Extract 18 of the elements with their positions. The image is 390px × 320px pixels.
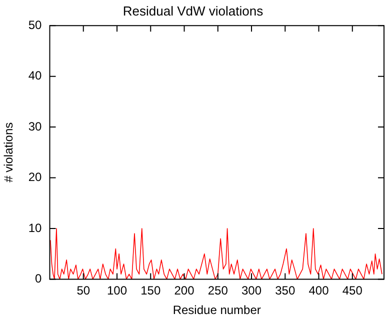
chart-title: Residual VdW violations <box>122 3 264 18</box>
y-axis-title: # violations <box>2 122 16 182</box>
x-tick-label: 100 <box>106 284 128 298</box>
x-tick-label: 200 <box>174 284 195 298</box>
y-tick-label: 0 <box>35 272 42 286</box>
y-tick-label: 10 <box>28 220 42 235</box>
x-tick-label: 50 <box>76 284 90 298</box>
y-tick-label: 30 <box>28 119 42 134</box>
x-tick-label: 250 <box>208 284 228 298</box>
y-tick-label: 40 <box>28 68 42 83</box>
x-tick-label: 350 <box>275 284 296 298</box>
x-tick-label: 450 <box>342 284 363 298</box>
x-tick-label: 150 <box>140 284 161 298</box>
x-tick-label: 400 <box>308 284 330 298</box>
y-tick-label: 50 <box>28 18 42 32</box>
x-tick-label: 300 <box>241 284 262 298</box>
y-tick-label: 20 <box>28 170 42 184</box>
x-axis-title: Residue number <box>172 303 261 318</box>
